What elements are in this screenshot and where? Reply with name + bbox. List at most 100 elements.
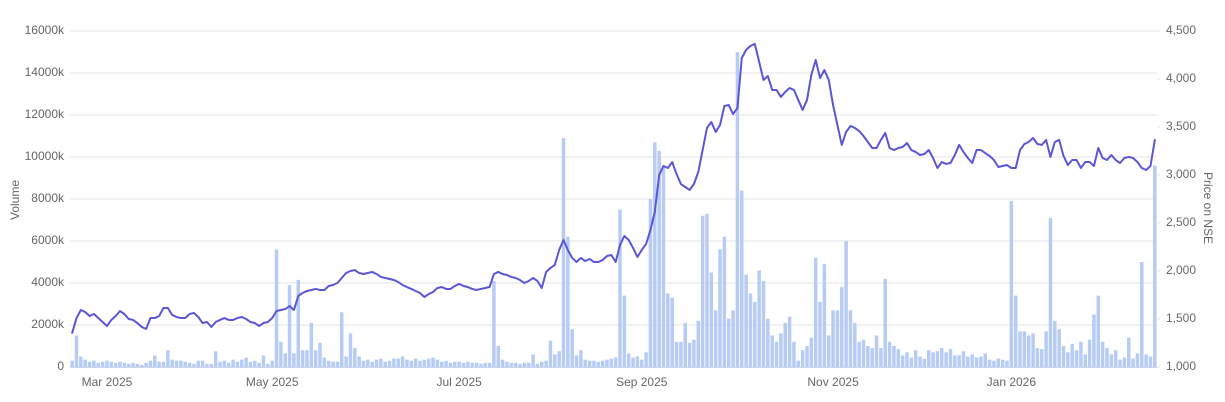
volume-bar <box>644 352 648 367</box>
volume-bar <box>361 360 366 367</box>
volume-bar <box>418 360 422 367</box>
x-tick-label: Jan 2026 <box>987 375 1037 389</box>
volume-bar <box>305 350 309 367</box>
volume-bar <box>822 264 827 367</box>
volume-bar <box>240 359 244 367</box>
volume-bar <box>748 293 753 367</box>
volume-bar <box>1148 356 1153 367</box>
volume-bar <box>366 359 370 367</box>
volume-bar <box>396 358 401 367</box>
volume-bar <box>761 280 766 367</box>
volume-bar <box>857 341 861 367</box>
volume-bar <box>257 362 261 367</box>
volume-bar <box>1122 357 1127 367</box>
volume-bar <box>105 360 109 367</box>
volume-bar <box>1096 295 1101 367</box>
x-tick-label: Sep 2025 <box>616 375 668 389</box>
volume-bar <box>218 361 222 367</box>
x-tick-label: Nov 2025 <box>807 375 859 389</box>
volume-bar <box>996 358 1001 367</box>
volume-bar <box>392 358 396 367</box>
volume-bar <box>879 348 883 367</box>
volume-bar <box>1083 354 1087 367</box>
volume-bar <box>1048 217 1053 367</box>
volume-bar <box>374 359 379 367</box>
volume-bar <box>79 356 83 367</box>
volume-bar <box>844 241 848 367</box>
volume-bar <box>1087 339 1092 367</box>
volume-bar <box>809 337 814 367</box>
volume-bar <box>505 361 509 367</box>
volume-bar <box>835 310 840 367</box>
volume-bar <box>718 249 722 367</box>
volume-bar <box>296 279 301 367</box>
volume-bar <box>1140 262 1144 367</box>
volume-bar <box>192 363 196 367</box>
volume-bar <box>579 350 583 367</box>
volume-bar <box>726 318 731 367</box>
volume-bar <box>587 360 592 367</box>
volume-bar <box>522 362 527 367</box>
volume-bar <box>983 353 987 367</box>
y-tick-label: 14000k <box>25 65 65 79</box>
volume-bar <box>757 270 761 367</box>
y2-tick-label: 4,000 <box>1166 71 1196 85</box>
volume-bar <box>774 341 779 367</box>
volume-bar <box>740 190 744 367</box>
volume-bar <box>992 360 996 367</box>
volume-bar <box>83 359 87 367</box>
volume-bar <box>896 349 901 367</box>
volume-bar <box>596 361 601 367</box>
volume-bar <box>509 362 514 367</box>
volume-bar <box>883 278 887 367</box>
y-tick-label: 12000k <box>25 107 65 121</box>
volume-bar <box>622 295 627 367</box>
volume-bar <box>309 322 314 367</box>
x-tick-label: May 2025 <box>246 375 299 389</box>
volume-bar <box>74 335 79 367</box>
volume-bar <box>409 360 414 367</box>
volume-bar <box>600 360 605 367</box>
volume-bar <box>1061 346 1066 367</box>
volume-bar <box>870 348 874 367</box>
volume-bar <box>335 361 340 367</box>
y2-tick-label: 1,000 <box>1166 359 1196 373</box>
volume-bar <box>448 362 453 367</box>
volume-bar <box>179 360 183 367</box>
y2-tick-label: 2,500 <box>1166 215 1196 229</box>
volume-bar <box>987 359 992 367</box>
volume-bar <box>261 355 266 367</box>
volume-bar <box>783 322 787 367</box>
y-tick-label: 2000k <box>31 317 65 331</box>
volume-bar <box>248 361 253 367</box>
volume-bar <box>96 362 101 367</box>
volume-bar <box>500 359 505 367</box>
volume-bar <box>157 361 161 367</box>
volume-bar <box>1066 352 1070 367</box>
volume-bar <box>909 357 914 367</box>
volume-bar <box>287 285 292 367</box>
volume-bar <box>1022 331 1027 367</box>
volume-bar <box>344 356 348 367</box>
volume-bar <box>940 348 944 367</box>
volume-bar <box>653 142 657 367</box>
volume-bar <box>566 236 570 367</box>
y2-tick-label: 1,500 <box>1166 311 1196 325</box>
volume-bar <box>266 363 270 367</box>
volume-bar <box>1092 314 1096 367</box>
volume-bar <box>661 167 666 367</box>
volume-bar <box>687 342 692 367</box>
volume-bar <box>435 359 440 367</box>
volume-bar <box>826 335 831 367</box>
volume-bar <box>1113 350 1118 367</box>
volume-bar <box>770 335 774 367</box>
volume-bar <box>957 355 961 367</box>
volume-bar <box>626 353 631 367</box>
volume-bar <box>322 357 327 367</box>
volume-bar <box>492 280 496 367</box>
price-line <box>71 42 1156 335</box>
volume-bar <box>87 361 92 367</box>
volume-bar <box>253 360 257 367</box>
